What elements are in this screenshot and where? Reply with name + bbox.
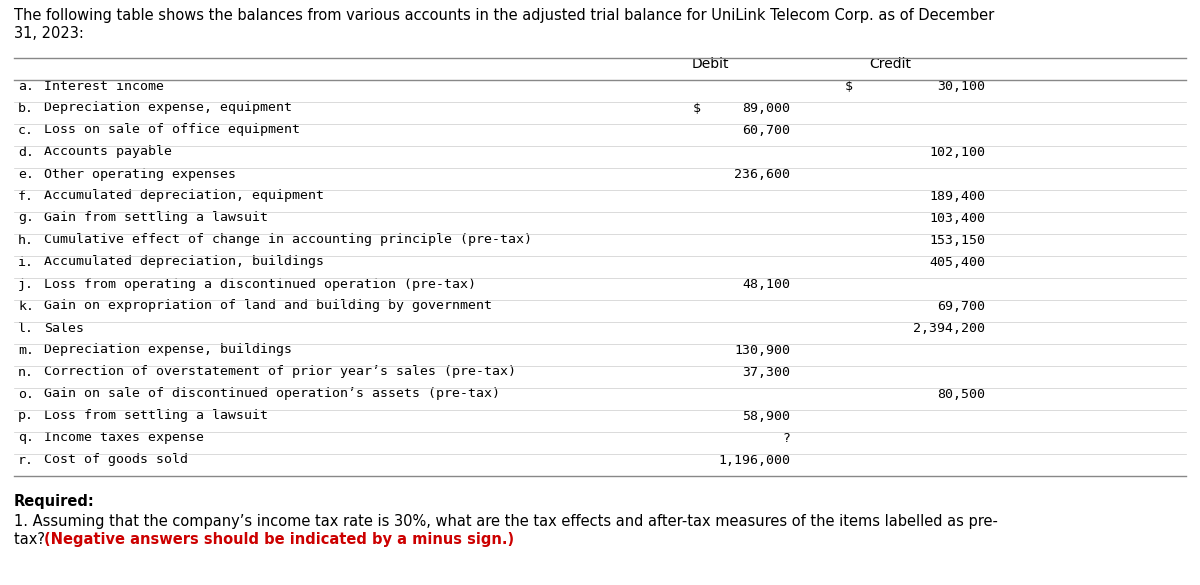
Text: j.: j.	[18, 277, 34, 291]
Text: Loss from settling a lawsuit: Loss from settling a lawsuit	[44, 410, 268, 422]
Text: Depreciation expense, buildings: Depreciation expense, buildings	[44, 343, 292, 356]
Text: Credit: Credit	[869, 57, 911, 71]
Text: f.: f.	[18, 190, 34, 202]
Text: Required:: Required:	[14, 494, 95, 509]
Text: 103,400: 103,400	[929, 212, 985, 225]
Text: Interest income: Interest income	[44, 80, 164, 92]
Text: Loss on sale of office equipment: Loss on sale of office equipment	[44, 123, 300, 136]
Text: Gain on sale of discontinued operation’s assets (pre-tax): Gain on sale of discontinued operation’s…	[44, 387, 500, 401]
Text: 1. Assuming that the company’s income tax rate is 30%, what are the tax effects : 1. Assuming that the company’s income ta…	[14, 514, 998, 529]
Text: 30,100: 30,100	[937, 80, 985, 92]
Text: (Negative answers should be indicated by a minus sign.): (Negative answers should be indicated by…	[44, 532, 514, 547]
Text: Debit: Debit	[691, 57, 728, 71]
Text: q.: q.	[18, 432, 34, 445]
Text: 69,700: 69,700	[937, 300, 985, 312]
Text: Accumulated depreciation, equipment: Accumulated depreciation, equipment	[44, 190, 324, 202]
Text: Sales: Sales	[44, 322, 84, 335]
Text: $: $	[694, 102, 701, 115]
Text: Correction of overstatement of prior year’s sales (pre-tax): Correction of overstatement of prior yea…	[44, 366, 516, 378]
Text: g.: g.	[18, 212, 34, 225]
Text: d.: d.	[18, 146, 34, 159]
Text: i.: i.	[18, 256, 34, 269]
Text: 405,400: 405,400	[929, 256, 985, 269]
Text: Loss from operating a discontinued operation (pre-tax): Loss from operating a discontinued opera…	[44, 277, 476, 291]
Text: Income taxes expense: Income taxes expense	[44, 432, 204, 445]
Text: Cumulative effect of change in accounting principle (pre-tax): Cumulative effect of change in accountin…	[44, 233, 532, 246]
Text: n.: n.	[18, 366, 34, 378]
Text: $: $	[845, 80, 853, 92]
Text: 89,000: 89,000	[742, 102, 790, 115]
Text: h.: h.	[18, 233, 34, 246]
Text: 58,900: 58,900	[742, 410, 790, 422]
Text: 60,700: 60,700	[742, 123, 790, 136]
Text: 80,500: 80,500	[937, 387, 985, 401]
Text: ?: ?	[782, 432, 790, 445]
Text: p.: p.	[18, 410, 34, 422]
Text: 102,100: 102,100	[929, 146, 985, 159]
Text: tax?: tax?	[14, 532, 49, 547]
Text: 2,394,200: 2,394,200	[913, 322, 985, 335]
Text: r.: r.	[18, 453, 34, 466]
Text: c.: c.	[18, 123, 34, 136]
Text: 1,196,000: 1,196,000	[718, 453, 790, 466]
Text: Gain from settling a lawsuit: Gain from settling a lawsuit	[44, 212, 268, 225]
Text: Gain on expropriation of land and building by government: Gain on expropriation of land and buildi…	[44, 300, 492, 312]
Text: m.: m.	[18, 343, 34, 356]
Text: b.: b.	[18, 102, 34, 115]
Text: l.: l.	[18, 322, 34, 335]
Text: 189,400: 189,400	[929, 190, 985, 202]
Text: o.: o.	[18, 387, 34, 401]
Text: 37,300: 37,300	[742, 366, 790, 378]
Text: 153,150: 153,150	[929, 233, 985, 246]
Text: Cost of goods sold: Cost of goods sold	[44, 453, 188, 466]
Text: e.: e.	[18, 167, 34, 181]
Text: 48,100: 48,100	[742, 277, 790, 291]
Text: 31, 2023:: 31, 2023:	[14, 26, 84, 41]
Text: Depreciation expense, equipment: Depreciation expense, equipment	[44, 102, 292, 115]
Text: Accounts payable: Accounts payable	[44, 146, 172, 159]
Text: 130,900: 130,900	[734, 343, 790, 356]
Text: The following table shows the balances from various accounts in the adjusted tri: The following table shows the balances f…	[14, 8, 995, 23]
Text: Accumulated depreciation, buildings: Accumulated depreciation, buildings	[44, 256, 324, 269]
Text: a.: a.	[18, 80, 34, 92]
Text: 236,600: 236,600	[734, 167, 790, 181]
Text: k.: k.	[18, 300, 34, 312]
Text: Other operating expenses: Other operating expenses	[44, 167, 236, 181]
